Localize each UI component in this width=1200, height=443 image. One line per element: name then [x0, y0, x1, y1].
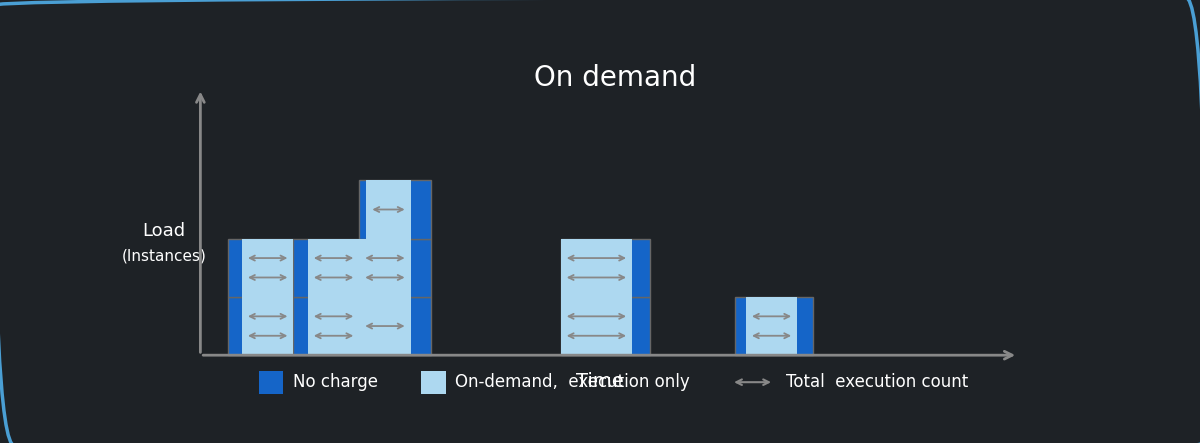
Bar — [308, 297, 359, 355]
Bar — [736, 297, 812, 355]
Text: Load: Load — [143, 222, 186, 240]
Bar — [359, 180, 431, 239]
Bar — [228, 239, 293, 297]
Bar — [242, 297, 293, 355]
Text: On demand: On demand — [534, 64, 696, 92]
Bar — [308, 239, 359, 297]
Bar — [359, 239, 431, 297]
Text: (Instances): (Instances) — [121, 248, 206, 263]
Text: Total  execution count: Total execution count — [786, 373, 967, 391]
Bar — [228, 297, 293, 355]
Bar — [359, 239, 410, 297]
Text: No charge: No charge — [293, 373, 378, 391]
Bar — [366, 180, 410, 239]
Bar — [258, 371, 283, 393]
Bar — [359, 297, 410, 355]
Bar — [293, 297, 359, 355]
Bar — [560, 297, 632, 355]
Bar — [359, 297, 431, 355]
Text: On-demand,  execution only: On-demand, execution only — [455, 373, 690, 391]
Text: Time: Time — [576, 372, 623, 391]
Bar — [560, 239, 650, 297]
Bar — [746, 297, 797, 355]
Bar — [560, 297, 650, 355]
Bar — [560, 239, 632, 297]
Bar — [242, 239, 293, 297]
Bar — [293, 239, 359, 297]
Bar — [421, 371, 446, 393]
